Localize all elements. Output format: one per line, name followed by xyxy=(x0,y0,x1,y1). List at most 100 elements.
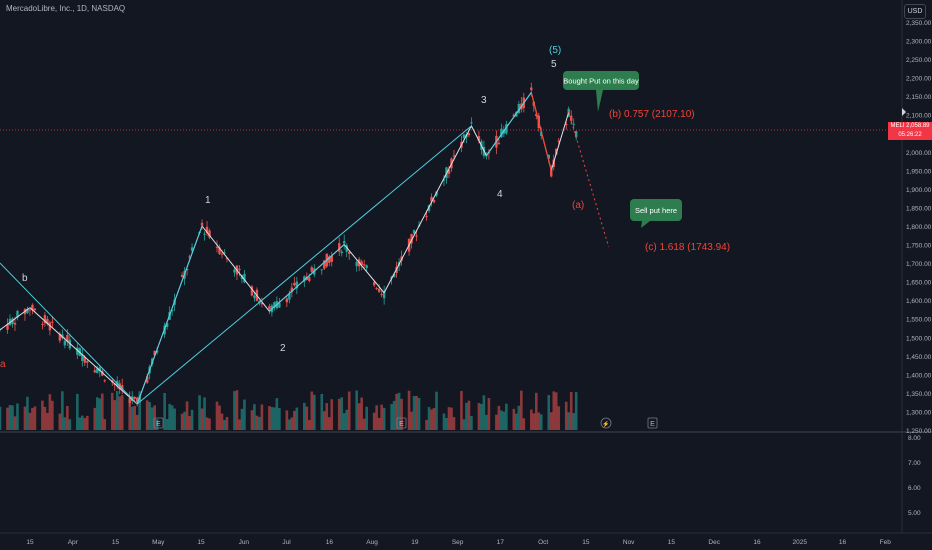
price-tick-label: 1,300.00 xyxy=(906,409,932,416)
currency-button[interactable]: USD xyxy=(904,4,926,19)
volume-bar xyxy=(345,409,349,430)
candle-body xyxy=(150,358,154,365)
price-tick-label: 1,650.00 xyxy=(906,280,932,287)
time-tick-label: Jun xyxy=(239,539,250,546)
indicator-axis[interactable]: 8.00 7.00 6.00 5.00 xyxy=(908,435,921,517)
volume-bar xyxy=(467,400,471,430)
candle-body xyxy=(98,367,101,372)
earnings-marker-label: E xyxy=(399,421,404,428)
time-tick-label: 15 xyxy=(668,539,676,546)
volume-bar xyxy=(410,411,413,430)
candle-body xyxy=(323,260,326,269)
volume-bar xyxy=(76,393,79,430)
time-tick-label: 15 xyxy=(197,539,205,546)
lightning-icon[interactable] xyxy=(600,417,612,429)
price-badge-countdown: 05:26:22 xyxy=(898,132,922,138)
volume-bar xyxy=(322,411,326,430)
price-tick-label: 2,150.00 xyxy=(906,94,932,101)
volume-bar xyxy=(6,407,9,430)
volume-bar xyxy=(392,400,396,430)
time-tick-label: Apr xyxy=(68,539,79,546)
callout-bought[interactable]: Bought Put on this day xyxy=(563,71,639,112)
volume-bar xyxy=(188,416,191,430)
candle-body xyxy=(517,104,521,113)
volume-bar xyxy=(120,395,124,430)
indicator-tick-label: 7.00 xyxy=(908,460,921,467)
price-tick-label: 1,450.00 xyxy=(906,354,932,361)
candle-body xyxy=(185,268,189,270)
time-tick-label: 17 xyxy=(497,539,505,546)
candle-body xyxy=(320,269,323,271)
volume-bar xyxy=(425,419,428,430)
candle-body xyxy=(572,123,575,125)
volume-bar xyxy=(537,412,541,430)
trend-line xyxy=(136,125,472,405)
time-tick-label: Aug xyxy=(366,539,378,546)
price-badge[interactable]: MELI 2,058.89 05:26:22 xyxy=(888,122,932,140)
earnings-marker-upcoming[interactable] xyxy=(647,417,658,429)
volume-bar xyxy=(308,419,311,430)
volume-bar xyxy=(233,391,236,430)
candle-body xyxy=(190,247,194,251)
time-tick-label: Nov xyxy=(623,539,635,546)
wave-label-5: 5 xyxy=(551,59,557,70)
volume-bar xyxy=(225,417,229,430)
volume-bar xyxy=(103,419,107,430)
time-tick-label: 15 xyxy=(582,539,590,546)
volume-bar xyxy=(31,407,34,430)
volume-bar xyxy=(447,407,451,430)
earnings-markers[interactable]: E E E ⚡ xyxy=(153,417,658,429)
volume-bar xyxy=(505,403,508,430)
earnings-marker[interactable] xyxy=(153,417,164,429)
volume-bar xyxy=(567,412,571,430)
trend-line xyxy=(0,262,138,405)
volume-bar xyxy=(23,406,27,430)
volume-bar xyxy=(238,419,241,430)
indicator-tick-label: 8.00 xyxy=(908,435,921,442)
price-axis[interactable]: 2,350.00 2,300.00 2,250.00 2,200.00 2,150.00… xyxy=(906,20,932,435)
volume-bar xyxy=(203,397,206,430)
candle-body xyxy=(215,246,219,248)
volume-bar xyxy=(482,395,486,430)
earnings-marker[interactable] xyxy=(396,417,407,429)
time-axis[interactable]: 15 Apr 15 May 15 Jun Jul 16 Aug 19 Sep 17 Oct 15 Nov 15… xyxy=(26,539,891,546)
candle-body xyxy=(43,315,47,324)
volume-bar xyxy=(430,409,433,430)
candle-body xyxy=(238,268,241,271)
time-tick-label: 2025 xyxy=(792,539,807,546)
volume-bar xyxy=(347,391,351,430)
volume-bar xyxy=(130,406,134,430)
candle-body xyxy=(273,302,276,308)
volume-bar xyxy=(33,406,37,430)
volume-bar xyxy=(205,417,209,430)
candle-body xyxy=(415,235,418,237)
wave-segment xyxy=(29,307,138,405)
candle-body xyxy=(253,295,256,299)
callout-sell-text: Sell put here xyxy=(635,206,677,215)
volume-bar xyxy=(275,398,279,430)
volume-bar xyxy=(220,413,224,430)
wave-label-1: 1 xyxy=(205,195,211,206)
volume-bar xyxy=(400,398,403,430)
volume-bar xyxy=(51,400,54,430)
volume-bar xyxy=(0,406,2,430)
callout-sell[interactable]: Sell put here xyxy=(630,199,682,228)
volume-bar xyxy=(148,402,151,430)
volume-bar xyxy=(480,403,483,430)
volume-bar xyxy=(285,410,289,430)
volume-bar xyxy=(58,413,62,430)
volume-bar xyxy=(552,391,556,430)
projected-wave-c xyxy=(568,111,610,247)
candle-body xyxy=(293,283,296,286)
volume-bar xyxy=(8,405,12,430)
price-tick-label: 1,800.00 xyxy=(906,224,932,231)
candle-body xyxy=(467,133,471,136)
volume-bar xyxy=(574,392,578,430)
wave-label-b: (b) 0.757 (2107.10) xyxy=(609,109,695,120)
volume-bar xyxy=(165,419,169,430)
volume-bar xyxy=(43,406,47,430)
drawing-overlays xyxy=(0,92,610,405)
volume-bar xyxy=(63,417,67,430)
